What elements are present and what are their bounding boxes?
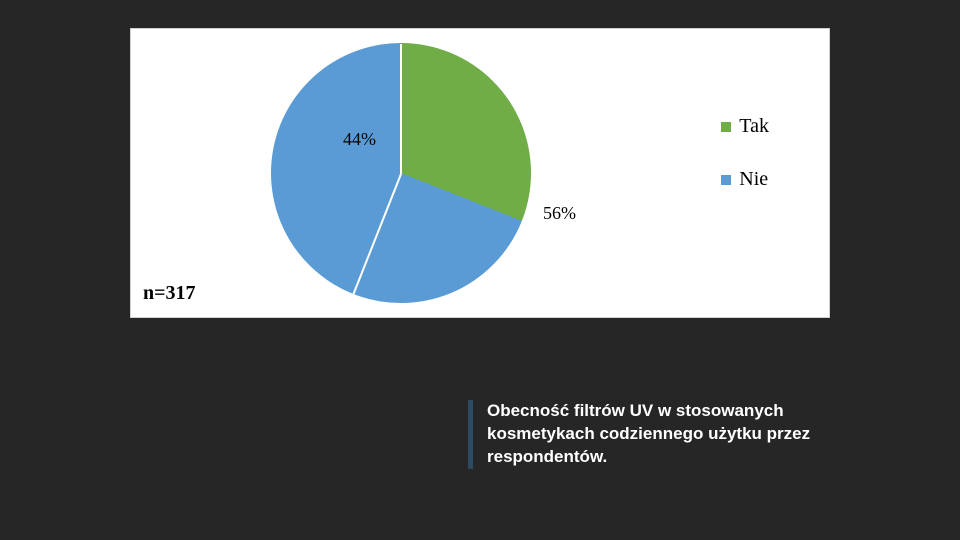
legend-label: Nie (739, 168, 768, 191)
slide: 56% 44% Tak Nie n=317 Obecność filtrów U… (0, 0, 960, 540)
caption-text: Obecność filtrów UV w stosowanych kosmet… (487, 400, 888, 469)
legend-label: Tak (739, 115, 769, 138)
legend-swatch (721, 122, 731, 132)
caption: Obecność filtrów UV w stosowanych kosmet… (468, 400, 888, 469)
legend-item: Tak (721, 115, 769, 138)
legend-swatch (721, 175, 731, 185)
pie-chart: 56% 44% (271, 43, 531, 303)
pie-separator (400, 44, 402, 174)
n-label: n=317 (143, 282, 196, 305)
slice-label-nie: 44% (343, 129, 376, 150)
legend: Tak Nie (721, 115, 769, 221)
slice-label-tak: 56% (543, 203, 576, 224)
caption-accent-bar (468, 400, 473, 469)
legend-item: Nie (721, 168, 769, 191)
chart-panel: 56% 44% Tak Nie n=317 (130, 28, 830, 318)
